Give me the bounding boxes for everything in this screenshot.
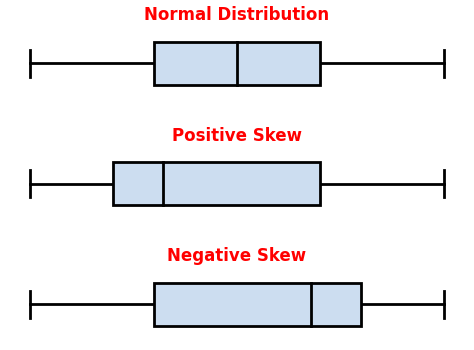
Bar	[154, 42, 320, 85]
Title: Negative Skew: Negative Skew	[167, 247, 307, 265]
Title: Normal Distribution: Normal Distribution	[145, 6, 329, 25]
Bar	[113, 162, 320, 205]
Title: Positive Skew: Positive Skew	[172, 127, 302, 145]
Bar	[154, 283, 361, 326]
